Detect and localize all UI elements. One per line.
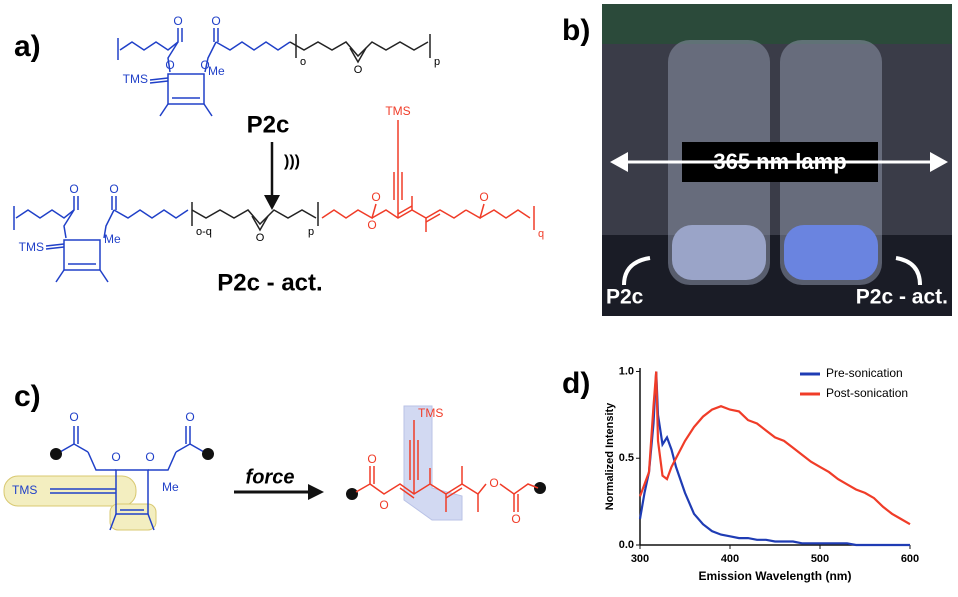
x-tick-label: 300 xyxy=(631,553,649,565)
methyl: Me xyxy=(162,480,179,494)
atom: O xyxy=(69,410,78,424)
x-tick-label: 400 xyxy=(721,553,739,565)
emission-chart: 0.0 0.5 1.0 300 400 500 600 Emission Wavelength… xyxy=(604,365,919,583)
atom: O xyxy=(165,58,174,72)
subscript: o-q xyxy=(196,226,212,238)
y-tick-label: 0.5 xyxy=(619,452,634,464)
atom: O xyxy=(211,14,220,28)
panel-label: c) xyxy=(14,380,41,413)
atom: O xyxy=(256,232,265,244)
subscript: p xyxy=(434,56,440,68)
atom: O xyxy=(145,450,154,464)
panel-label: d) xyxy=(562,367,590,400)
methyl: Me xyxy=(208,64,225,78)
arrowhead xyxy=(264,195,280,210)
photo: 365 nm lamp P2c P2c - act. xyxy=(602,4,952,316)
tms: TMS xyxy=(385,104,410,118)
tms: TMS xyxy=(123,72,148,86)
y-axis-title: Normalized Intensity xyxy=(604,402,616,510)
structure-p2c-act: O O TMS Me O o-q p q O O O TMS P2c - act… xyxy=(13,104,544,296)
series-line xyxy=(638,371,911,526)
atom: O xyxy=(200,58,209,72)
vial-label: P2c - act. xyxy=(856,286,948,309)
mechanism: O O O O TMS Me force O O O O TMS xyxy=(3,405,546,531)
atom: O xyxy=(109,182,118,196)
arrow-label: force xyxy=(246,466,295,488)
atom: O xyxy=(371,190,380,204)
atom: O xyxy=(69,182,78,196)
atom: O xyxy=(479,190,488,204)
y-tick-label: 0.0 xyxy=(619,539,634,551)
structure-p2c: O O O O TMS Me O o p P2c xyxy=(117,14,440,138)
series-line xyxy=(638,371,910,547)
atom: O xyxy=(489,476,498,490)
subscript: q xyxy=(538,228,544,240)
atom: O xyxy=(111,450,120,464)
ultrasound: ))) xyxy=(284,153,300,170)
x-tick-label: 500 xyxy=(811,553,829,565)
panel-label: b) xyxy=(562,14,590,47)
atom: O xyxy=(367,452,376,466)
legend-label: Pre-sonication xyxy=(826,366,903,380)
compound-label: P2c - act. xyxy=(217,269,322,296)
lamp-label: 365 nm lamp xyxy=(713,149,846,174)
legend-label: Post-sonication xyxy=(826,386,908,400)
atom: O xyxy=(511,512,520,526)
subscript: o xyxy=(300,56,306,68)
tms: TMS xyxy=(12,483,37,497)
tms: TMS xyxy=(418,406,443,420)
methyl: Me xyxy=(104,232,121,246)
atom: O xyxy=(367,218,376,232)
atom: O xyxy=(354,64,363,76)
subscript: p xyxy=(308,226,314,238)
atom: O xyxy=(185,410,194,424)
atom: O xyxy=(379,498,388,512)
tms: TMS xyxy=(19,240,44,254)
compound-label: P2c xyxy=(247,111,290,138)
panel-label: a) xyxy=(14,30,41,63)
y-tick-label: 1.0 xyxy=(619,365,634,377)
atom: O xyxy=(173,14,182,28)
vial-label: P2c xyxy=(606,286,644,309)
x-axis-title: Emission Wavelength (nm) xyxy=(699,569,852,583)
x-tick-label: 600 xyxy=(901,553,919,565)
